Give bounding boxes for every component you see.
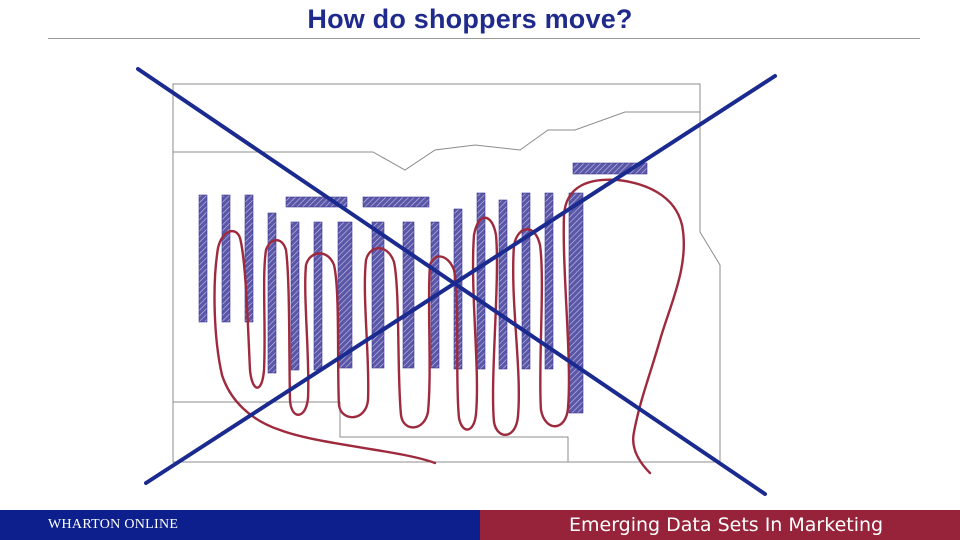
- shelf: [267, 212, 277, 374]
- footer-bar: WHARTON ONLINE Emerging Data Sets In Mar…: [0, 510, 960, 540]
- footer-course-title: Emerging Data Sets In Marketing: [480, 510, 960, 540]
- shelf: [572, 162, 648, 175]
- cross-line: [144, 74, 777, 485]
- title-divider: [48, 38, 920, 39]
- shelf: [285, 196, 348, 208]
- shelf: [521, 192, 531, 370]
- shelf: [498, 199, 508, 370]
- shelf-units: [198, 162, 648, 414]
- shelf: [198, 194, 208, 323]
- slide-title: How do shoppers move?: [307, 4, 633, 34]
- footer-brand: WHARTON ONLINE: [0, 510, 480, 540]
- shelf: [476, 192, 486, 370]
- shelf: [337, 221, 353, 369]
- shelf: [313, 221, 323, 371]
- cross-line: [136, 67, 767, 496]
- assumed-shopper-path: [213, 178, 686, 475]
- shelf: [244, 194, 254, 323]
- shelf: [544, 192, 554, 370]
- shelf: [362, 196, 430, 208]
- shelf: [402, 221, 415, 369]
- shelf: [568, 192, 584, 414]
- checkout-area-line: [173, 401, 569, 462]
- shelf: [290, 221, 300, 371]
- store-walls: [172, 83, 721, 463]
- cross-out-mark: [136, 67, 777, 496]
- back-wall-line: [173, 111, 700, 171]
- shelf: [221, 194, 231, 323]
- shelf: [371, 221, 385, 369]
- store-floorplan-diagram: [136, 67, 777, 496]
- outer-wall: [172, 83, 721, 463]
